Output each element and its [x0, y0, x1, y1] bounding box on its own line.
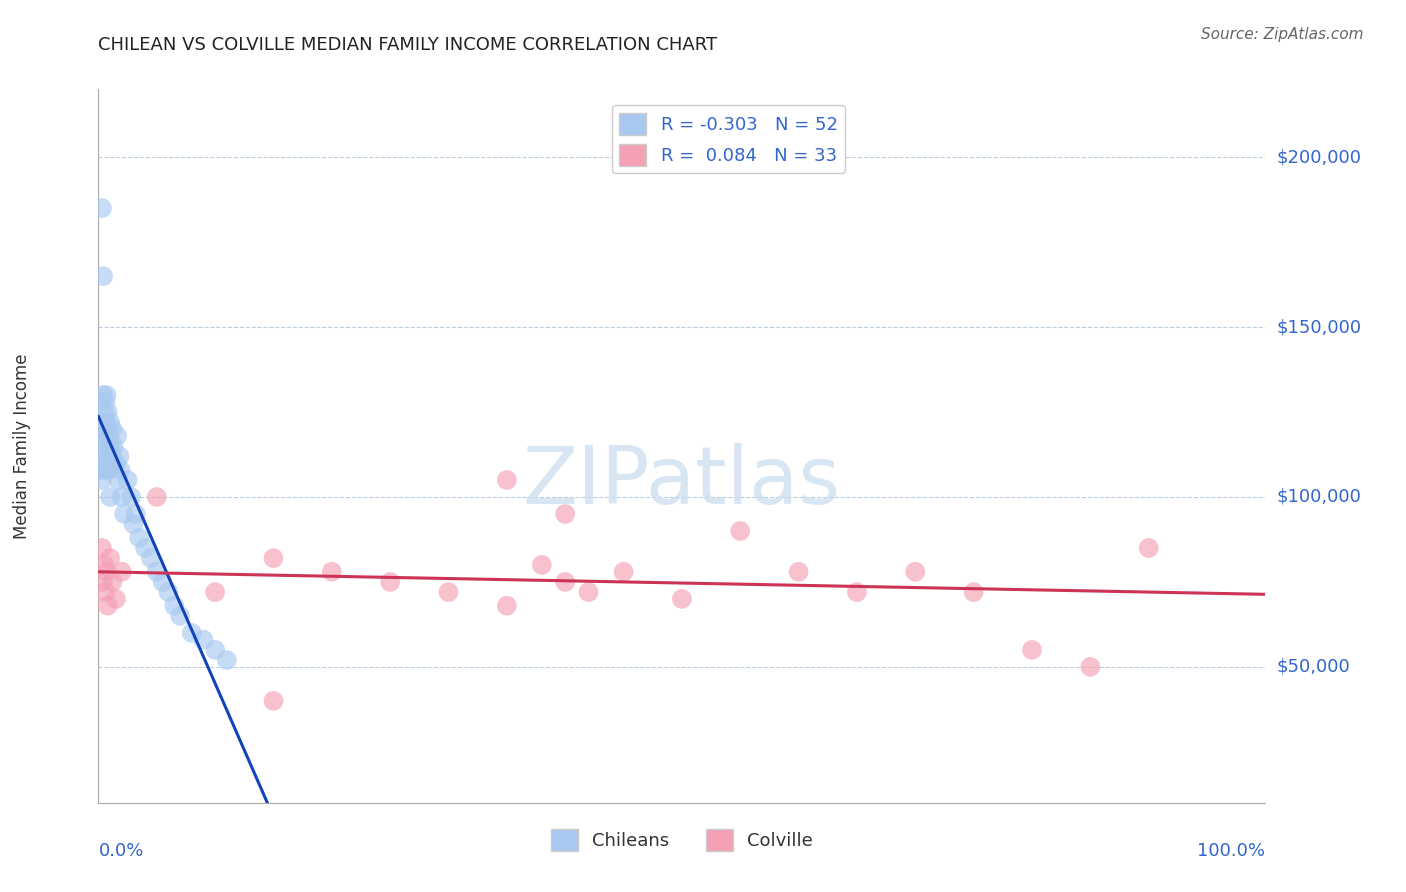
Point	[578, 585, 600, 599]
Point	[139, 551, 162, 566]
Point	[90, 473, 112, 487]
Point	[117, 473, 139, 487]
Point	[96, 422, 118, 436]
Point	[101, 574, 124, 589]
Point	[262, 694, 284, 708]
Point	[90, 541, 112, 555]
Point	[613, 565, 636, 579]
Point	[93, 429, 115, 443]
Point	[380, 574, 402, 589]
Point	[321, 565, 343, 579]
Point	[169, 608, 191, 623]
Text: 100.0%: 100.0%	[1198, 842, 1265, 860]
Point	[122, 517, 145, 532]
Text: $100,000: $100,000	[1277, 488, 1361, 506]
Point	[530, 558, 553, 572]
Point	[97, 405, 120, 419]
Point	[94, 585, 117, 599]
Point	[204, 585, 226, 599]
Point	[104, 456, 127, 470]
Point	[1137, 541, 1160, 555]
Point	[496, 599, 519, 613]
Text: 0.0%: 0.0%	[98, 842, 143, 860]
Text: $150,000: $150,000	[1277, 318, 1361, 336]
Point	[98, 490, 121, 504]
Point	[163, 599, 186, 613]
Point	[125, 507, 148, 521]
Point	[90, 463, 112, 477]
Point	[204, 643, 226, 657]
Point	[91, 456, 114, 470]
Point	[103, 439, 125, 453]
Point	[101, 449, 124, 463]
Point	[120, 490, 142, 504]
Point	[215, 653, 238, 667]
Point	[193, 632, 215, 647]
Point	[93, 463, 115, 477]
Point	[98, 439, 121, 453]
Point	[112, 507, 135, 521]
Point	[262, 551, 284, 566]
Point	[904, 565, 927, 579]
Point	[93, 558, 115, 572]
Point	[111, 565, 134, 579]
Point	[94, 415, 117, 429]
Point	[90, 201, 112, 215]
Point	[94, 394, 117, 409]
Point	[152, 574, 174, 589]
Text: CHILEAN VS COLVILLE MEDIAN FAMILY INCOME CORRELATION CHART: CHILEAN VS COLVILLE MEDIAN FAMILY INCOME…	[98, 36, 717, 54]
Point	[671, 591, 693, 606]
Point	[98, 551, 121, 566]
Point	[105, 429, 128, 443]
Point	[554, 507, 576, 521]
Point	[730, 524, 752, 538]
Point	[180, 626, 202, 640]
Point	[97, 429, 120, 443]
Point	[134, 541, 156, 555]
Point	[787, 565, 810, 579]
Point	[1021, 643, 1043, 657]
Point	[97, 463, 120, 477]
Text: $50,000: $50,000	[1277, 658, 1350, 676]
Point	[128, 531, 150, 545]
Point	[496, 473, 519, 487]
Point	[90, 439, 112, 453]
Text: $200,000: $200,000	[1277, 148, 1361, 166]
Point	[96, 565, 118, 579]
Point	[91, 388, 114, 402]
Point	[93, 405, 115, 419]
Point	[146, 565, 169, 579]
Point	[96, 388, 118, 402]
Point	[90, 422, 112, 436]
Point	[91, 269, 114, 284]
Point	[554, 574, 576, 589]
Point	[1080, 660, 1102, 674]
Point	[107, 473, 129, 487]
Text: Median Family Income: Median Family Income	[13, 353, 31, 539]
Point	[962, 585, 984, 599]
Point	[846, 585, 869, 599]
Point	[98, 415, 121, 429]
Text: ZIPatlas: ZIPatlas	[523, 442, 841, 521]
Point	[98, 463, 121, 477]
Point	[110, 463, 132, 477]
Point	[146, 490, 169, 504]
Point	[97, 599, 120, 613]
Point	[97, 456, 120, 470]
Point	[94, 449, 117, 463]
Point	[104, 591, 127, 606]
Text: Source: ZipAtlas.com: Source: ZipAtlas.com	[1201, 27, 1364, 42]
Point	[157, 585, 180, 599]
Legend: Chileans, Colville: Chileans, Colville	[544, 822, 820, 858]
Point	[96, 456, 118, 470]
Point	[97, 439, 120, 453]
Point	[437, 585, 460, 599]
Point	[108, 449, 131, 463]
Point	[91, 574, 114, 589]
Point	[111, 490, 134, 504]
Point	[101, 422, 124, 436]
